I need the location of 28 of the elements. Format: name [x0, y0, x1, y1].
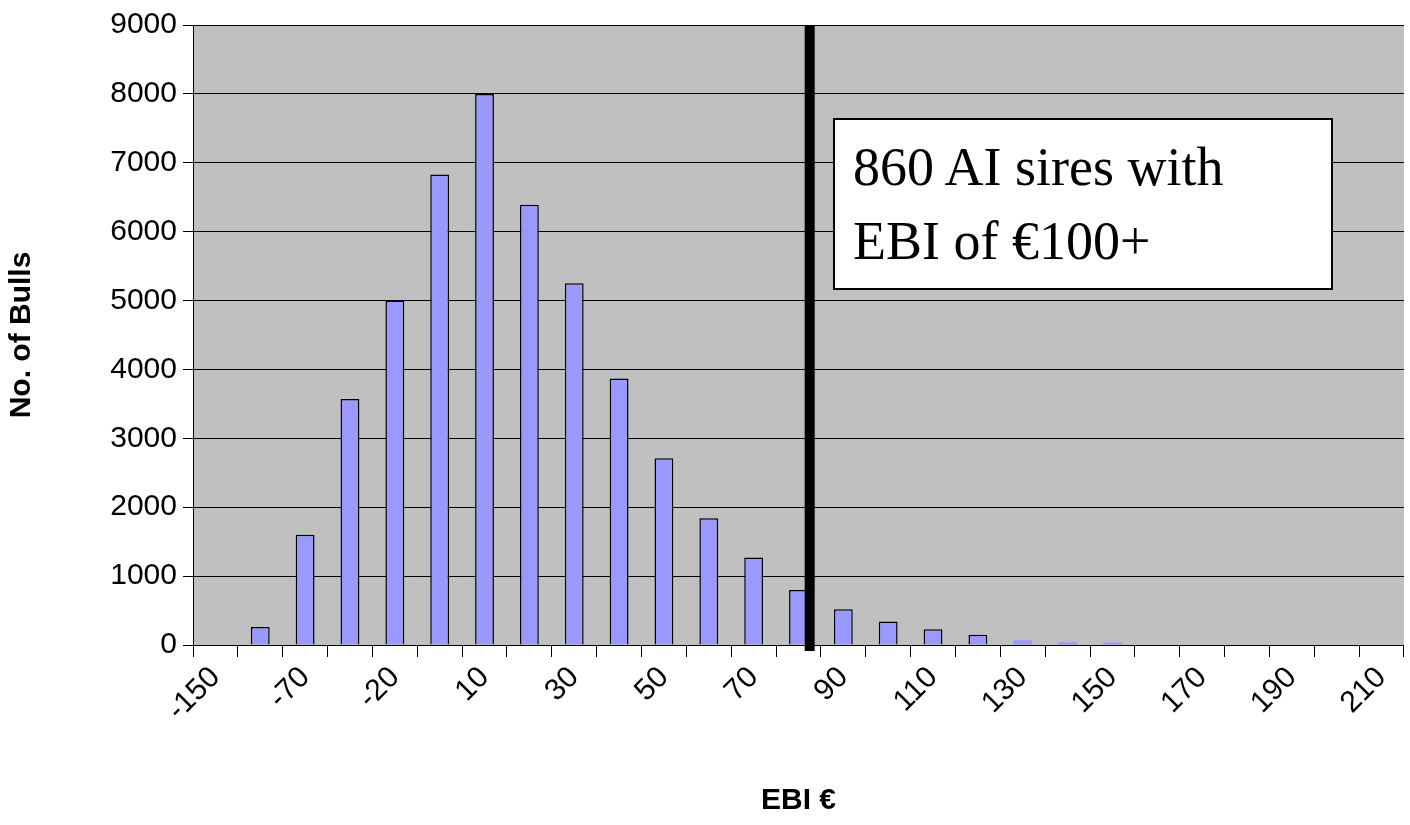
y-tick-label: 0	[160, 626, 177, 660]
x-tick-label: 190	[1243, 659, 1302, 719]
x-tick-label: 110	[885, 659, 944, 717]
y-tick-label: 5000	[110, 281, 177, 315]
x-tick-label: 70	[716, 659, 764, 707]
x-tick-label: 30	[537, 659, 585, 707]
x-tick-label: 10	[447, 659, 495, 707]
x-tick-label: 50	[627, 659, 675, 707]
bar	[1103, 642, 1122, 645]
y-tick-label: 7000	[110, 144, 177, 178]
y-tick-label: 6000	[110, 212, 177, 246]
x-tick-label: 170	[1153, 659, 1213, 719]
x-tick-label: -70	[261, 659, 316, 714]
x-tick-label: -20	[350, 659, 405, 714]
y-tick-label: 1000	[110, 557, 177, 591]
x-tick-label: 210	[1332, 659, 1392, 719]
y-axis-title: No. of Bulls	[3, 251, 37, 419]
y-tick-label: 2000	[110, 488, 177, 522]
annotation: 860 AI sires with EBI of €100+	[833, 118, 1333, 290]
y-tick-label: 4000	[110, 350, 177, 384]
x-tick-label: 130	[974, 659, 1033, 719]
x-tick-label: 150	[1063, 659, 1123, 719]
y-tick-label: 8000	[110, 75, 177, 109]
y-tick-label: 9000	[110, 6, 177, 40]
x-tick-label: -150	[159, 659, 226, 726]
x-tick-label: 90	[806, 659, 854, 707]
y-tick-label: 3000	[110, 419, 177, 453]
x-axis-title: EBI €	[760, 782, 837, 816]
